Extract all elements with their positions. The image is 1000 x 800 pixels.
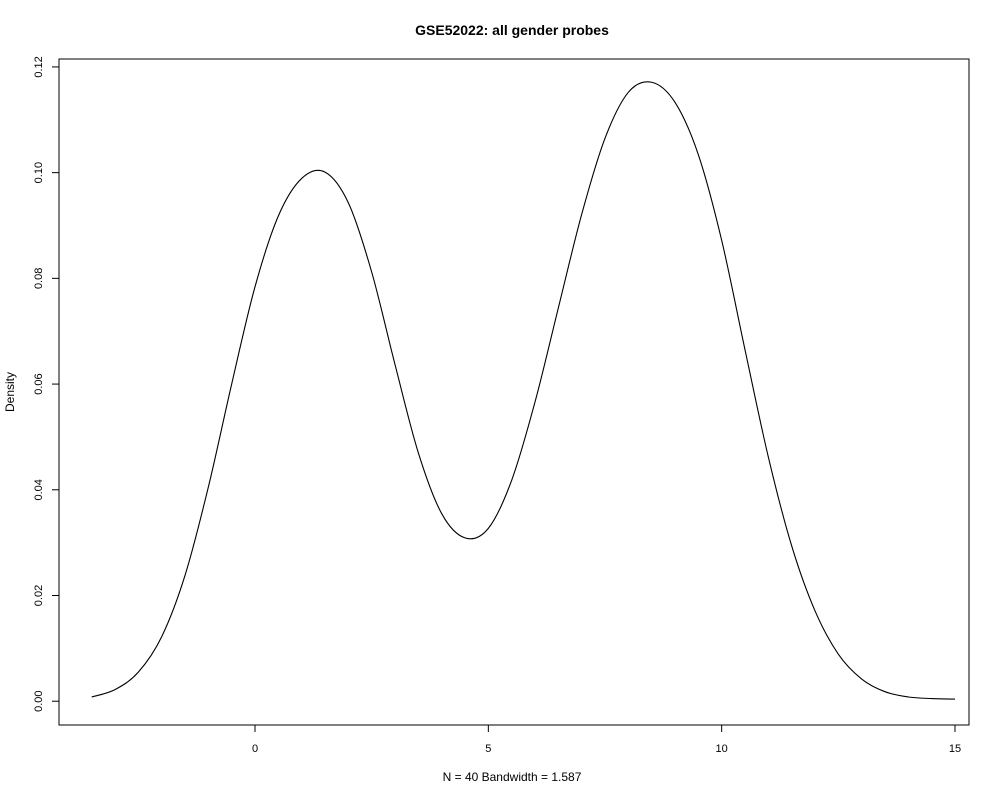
y-tick-label: 0.08: [33, 268, 45, 289]
y-tick-label: 0.00: [33, 691, 45, 712]
y-axis-label: Density: [3, 372, 17, 412]
y-axis: 0.00 0.02 0.04 0.06 0.08 0.10 0.12: [33, 56, 60, 712]
x-tick-label: 5: [485, 743, 491, 755]
y-tick-label: 0.12: [33, 56, 45, 77]
plot-frame: [58, 58, 970, 726]
x-tick-label: 10: [716, 743, 728, 755]
x-tick-label: 0: [252, 743, 258, 755]
x-axis-label: N = 40 Bandwidth = 1.587: [443, 770, 582, 784]
chart-title: GSE52022: all gender probes: [415, 22, 609, 38]
y-tick-label: 0.04: [33, 479, 45, 500]
x-axis: 0 5 10 15: [252, 724, 961, 755]
y-tick-label: 0.10: [33, 162, 45, 183]
y-tick-label: 0.02: [33, 585, 45, 606]
density-curve: [91, 81, 956, 700]
y-tick-label: 0.06: [33, 373, 45, 394]
x-tick-label: 15: [949, 743, 961, 755]
